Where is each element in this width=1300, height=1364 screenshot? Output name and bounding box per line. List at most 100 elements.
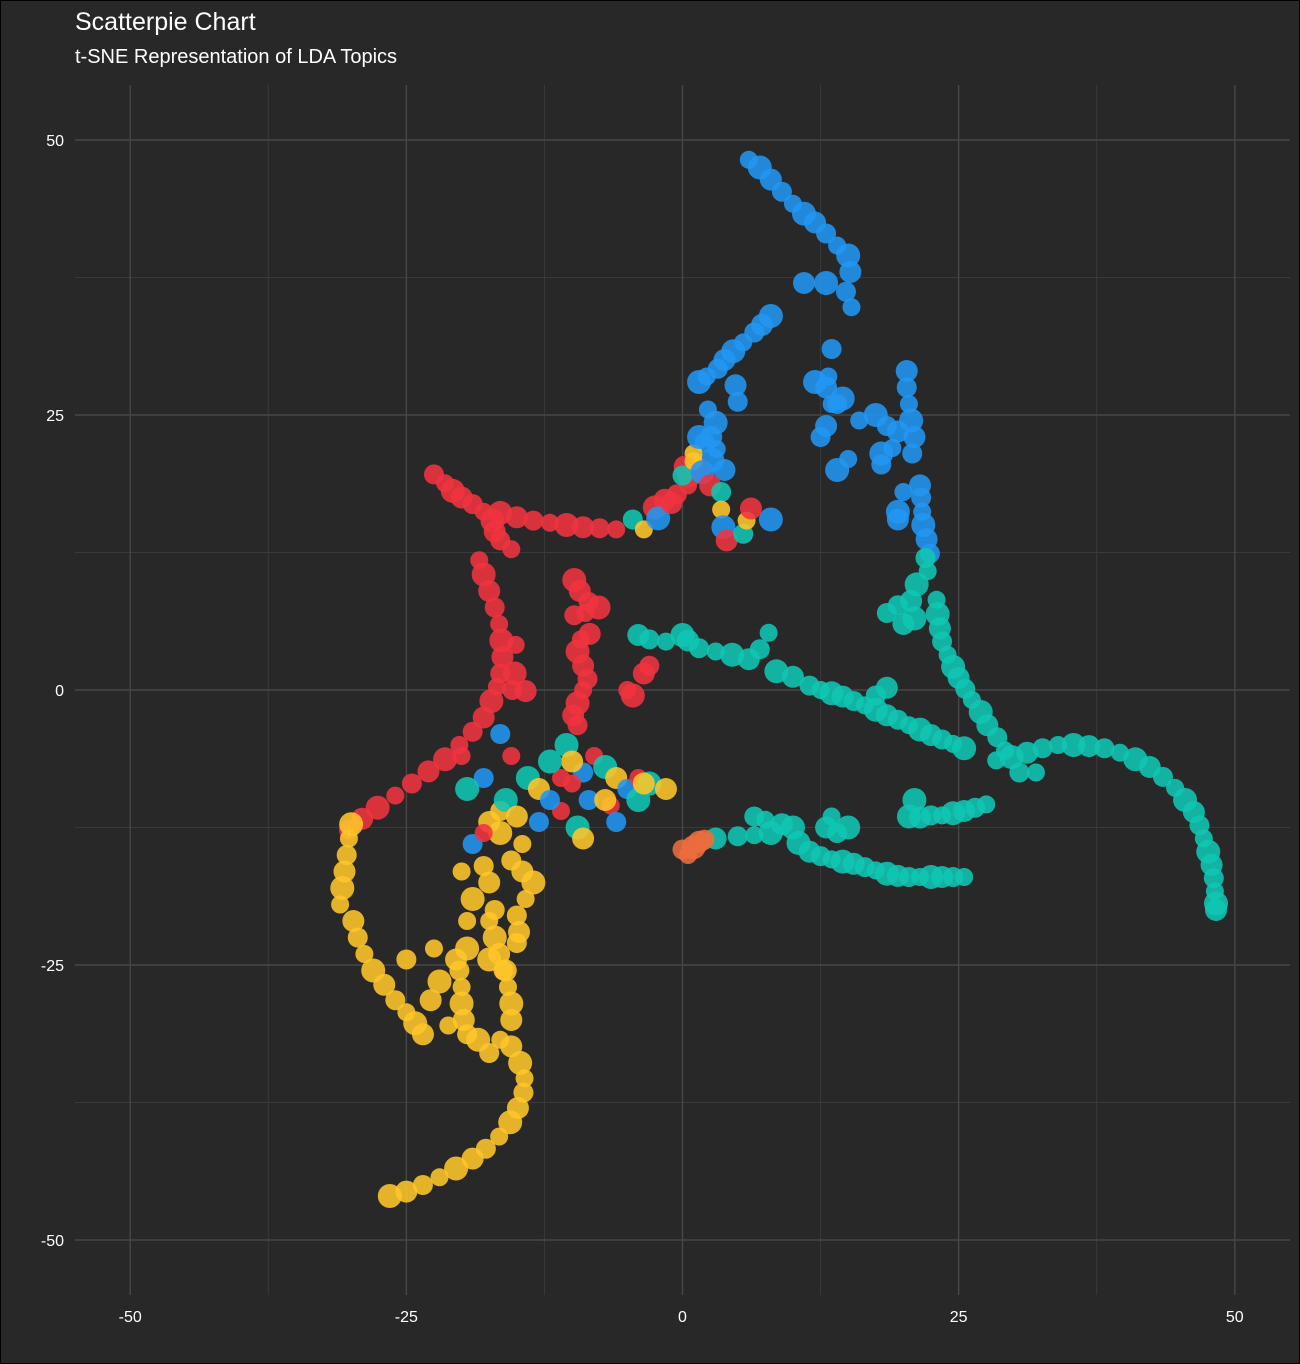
scatterpie-point	[466, 1027, 491, 1052]
scatterpie-point	[484, 597, 505, 618]
x-tick-label: 50	[1226, 1309, 1244, 1326]
scatterpie-point	[1016, 741, 1039, 764]
scatterpie-point	[506, 933, 527, 953]
scatterpie-point	[694, 829, 715, 850]
x-tick-label: -25	[395, 1309, 418, 1326]
scatterpie-point	[336, 845, 357, 865]
scatterpie-point	[607, 520, 626, 539]
scatterpie-point	[505, 805, 528, 828]
scatterpie-point	[955, 868, 974, 886]
scatterpie-point	[339, 812, 364, 837]
scatterpie-point	[639, 655, 660, 676]
scatterpie-point	[895, 360, 918, 382]
scatterpie-point	[886, 508, 909, 531]
scatterpie-point	[502, 540, 521, 559]
scatterpie-point	[493, 788, 518, 812]
scatterpie-point	[578, 790, 599, 810]
scatterpie-point	[474, 824, 493, 842]
scatterpie-point	[911, 487, 932, 508]
scatterpie-point	[386, 786, 405, 805]
scatterpie-point	[727, 826, 748, 847]
scatterpie-point	[892, 613, 915, 635]
scatterpie-point	[822, 807, 841, 826]
scatterpie-point	[439, 1016, 458, 1035]
scatterpie-point	[865, 685, 886, 706]
scatterpie-point	[876, 603, 897, 623]
scatterpie-point	[473, 856, 494, 876]
scatterpie-point	[498, 978, 517, 996]
scatterpie-point	[606, 812, 627, 832]
scatterpie-point	[727, 391, 748, 412]
scatterpie-point	[771, 181, 792, 202]
scatterpie-point	[781, 665, 804, 688]
scatterpie-point	[836, 815, 861, 840]
scatterpie-point	[863, 403, 888, 427]
scatterpie-point	[572, 827, 595, 850]
scatterpie-point	[513, 835, 532, 853]
scatterpie-point	[1009, 762, 1030, 783]
scatterpie-point	[385, 990, 406, 1011]
scatterpie-point	[444, 1156, 469, 1181]
scatterpie-point	[473, 768, 494, 788]
scatterpie-point	[330, 876, 355, 900]
scatterpie-point	[502, 680, 523, 700]
scatterpie-point	[449, 960, 470, 981]
y-tick-label: -25	[41, 958, 64, 975]
scatterpie-point	[554, 513, 579, 537]
scatterpie-point	[452, 978, 471, 996]
scatterpie-point	[347, 927, 368, 948]
grid-lines	[75, 85, 1290, 1295]
scatterpie-point	[494, 959, 517, 982]
scatterpie-point	[506, 905, 527, 926]
scatterpie-point	[472, 706, 495, 729]
scatterpie-point	[1026, 763, 1045, 782]
scatterpie-point	[850, 411, 869, 430]
scatterpie-point	[462, 721, 483, 742]
scatterpie-point	[586, 595, 611, 620]
scatterpie-point	[452, 862, 471, 881]
scatterpie-point	[342, 910, 365, 932]
scatterpie-point	[835, 281, 856, 302]
scatterpie-point	[902, 788, 927, 812]
scatterpie-point	[687, 370, 712, 394]
scatterpie-point	[430, 1168, 449, 1187]
data-points	[330, 150, 1228, 1208]
y-tick-label: -50	[41, 1233, 64, 1250]
scatterpie-point	[689, 638, 710, 659]
scatterpie-point	[490, 615, 509, 633]
scatterpie-point	[460, 887, 485, 911]
scatterpie-point	[412, 1175, 433, 1195]
scatterpie-point	[1152, 766, 1173, 787]
y-tick-label: 50	[46, 133, 64, 150]
scatterpie-point	[894, 483, 913, 501]
scatterpie-point	[711, 482, 732, 502]
scatterpie-point	[646, 506, 671, 531]
scatterpie-point	[540, 513, 559, 532]
scatterpie-point	[706, 642, 725, 661]
scatterpie-point	[687, 425, 712, 449]
scatterpie-point	[839, 261, 862, 283]
scatterpie-point	[516, 890, 535, 908]
scatterpie-point	[749, 639, 770, 660]
scatterpie-point	[455, 777, 480, 801]
scatterpie-point	[836, 243, 861, 268]
scatterpie-point	[506, 635, 525, 654]
scatterpie-point	[411, 1023, 434, 1046]
scatterpie-point	[564, 605, 585, 626]
scatterpie-point	[712, 500, 731, 519]
scatterpie-point	[1032, 738, 1053, 759]
scatterpie-point	[724, 374, 747, 397]
scatterpie-point	[589, 518, 610, 539]
scatterpie-point	[537, 749, 562, 774]
scatterpie-point	[331, 895, 350, 914]
scatterpie-point	[672, 465, 693, 486]
scatterpie-point	[502, 661, 527, 686]
scatterpie-point	[899, 395, 918, 413]
scatterpie-point	[903, 426, 926, 448]
scatterpie-point	[499, 991, 524, 1016]
scatterpie-point	[758, 507, 783, 532]
scatterpie-point	[490, 724, 511, 744]
scatterpie-point	[594, 789, 617, 811]
scatterpie-point	[395, 1180, 418, 1203]
